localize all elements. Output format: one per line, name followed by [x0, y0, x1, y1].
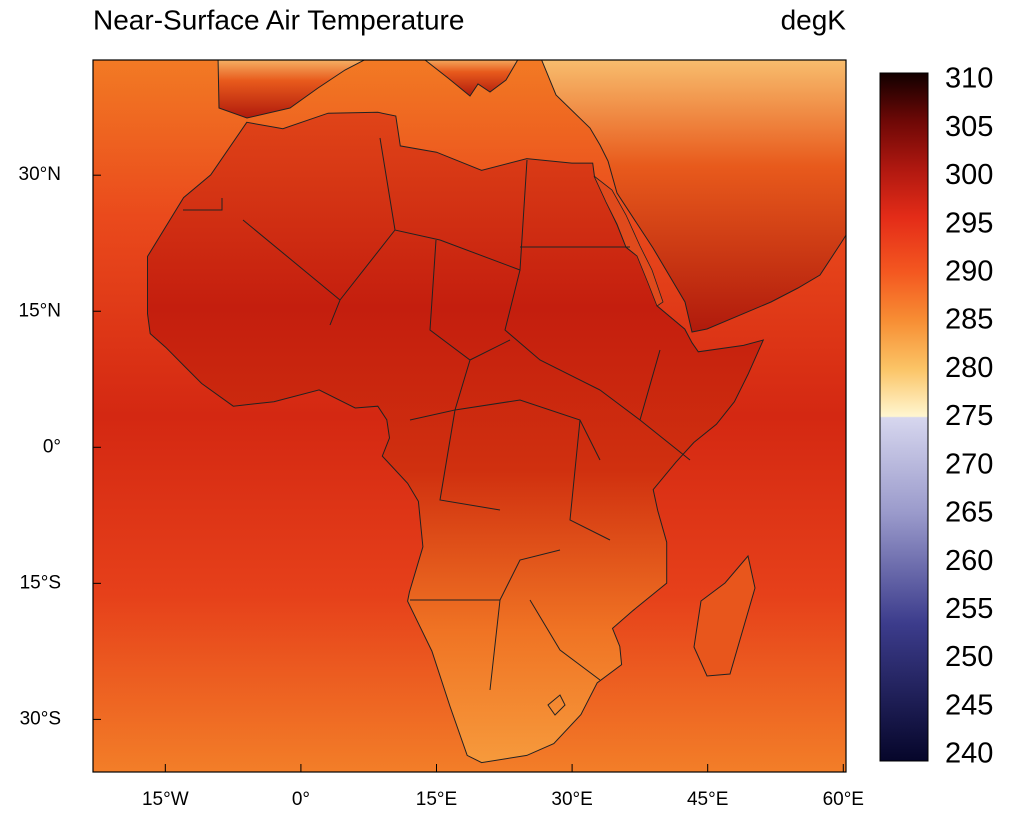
x-tick-label: 15°E — [416, 789, 457, 810]
europe-iberia — [217, 60, 366, 119]
y-tick-label: 15°S — [20, 572, 61, 593]
colorbar-label: 255 — [945, 593, 993, 625]
colorbar-label: 240 — [945, 738, 993, 770]
map-title: Near-Surface Air Temperature — [93, 4, 464, 35]
madagascar — [693, 554, 756, 677]
colorbar-label: 310 — [945, 63, 993, 95]
colorbar-label: 275 — [945, 400, 993, 432]
y-tick-label: 15°N — [19, 300, 61, 321]
colorbar-label: 300 — [945, 159, 993, 191]
colorbar-label: 295 — [945, 207, 993, 239]
colorbar-label: 265 — [945, 497, 993, 529]
colorbar-label: 305 — [945, 111, 993, 143]
colorbar-label: 290 — [945, 256, 993, 288]
colorbar — [879, 72, 929, 762]
units-label: degK — [781, 4, 847, 35]
y-tick-label: 30°S — [20, 708, 61, 729]
colorbar-label: 245 — [945, 689, 993, 721]
colorbar-label: 250 — [945, 641, 993, 673]
map-frame — [92, 59, 847, 773]
europe-italy-greece — [424, 60, 519, 97]
country-borders — [183, 137, 691, 716]
colorbar-label: 285 — [945, 304, 993, 336]
x-tick-label: 30°E — [551, 789, 592, 810]
colorbar-label: 270 — [945, 448, 993, 480]
x-tick-label: 0° — [292, 789, 310, 810]
x-tick-label: 15°W — [142, 789, 189, 810]
x-tick-label: 45°E — [687, 789, 728, 810]
red-sea — [593, 175, 664, 307]
x-tick-label: 60°E — [823, 789, 864, 810]
africa — [147, 111, 765, 764]
y-tick-label: 0° — [43, 436, 61, 457]
colorbar-label: 260 — [945, 545, 993, 577]
colorbar-label: 280 — [945, 352, 993, 384]
arabia — [541, 60, 846, 333]
map-area — [93, 60, 846, 772]
y-tick-label: 30°N — [19, 164, 61, 185]
